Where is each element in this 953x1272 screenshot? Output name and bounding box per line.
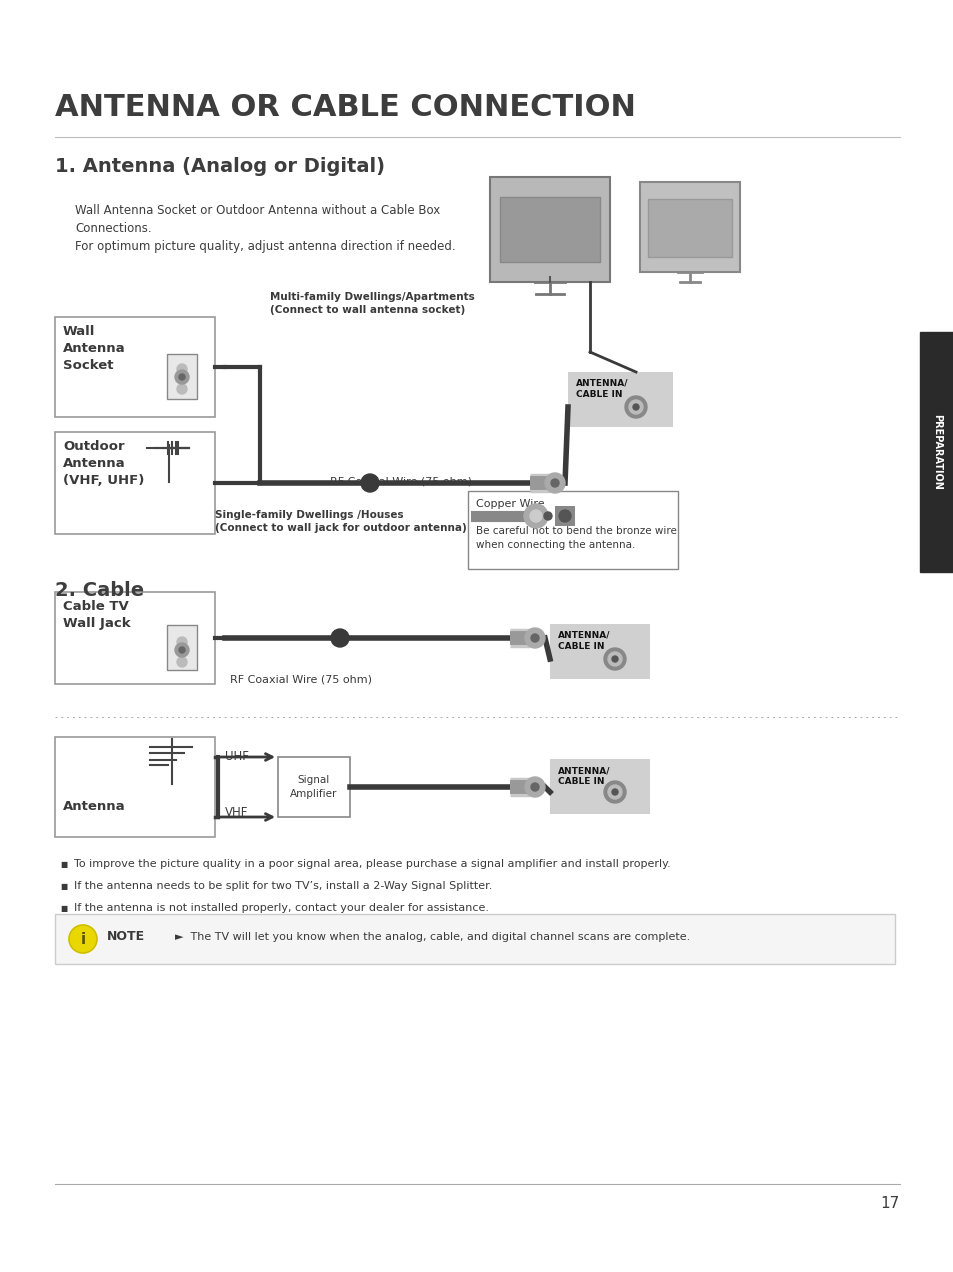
Circle shape [551,480,558,487]
Text: ■: ■ [60,860,67,869]
Circle shape [524,628,544,647]
Circle shape [633,404,639,410]
Circle shape [177,637,187,647]
Text: Signal
Amplifier: Signal Amplifier [290,776,337,799]
Circle shape [543,513,552,520]
Circle shape [523,504,547,528]
Bar [167,354,196,399]
Circle shape [174,370,189,384]
Circle shape [603,781,625,803]
Circle shape [624,396,646,418]
Circle shape [69,925,97,953]
Bar [277,757,350,817]
Text: To improve the picture quality in a poor signal area, please purchase a signal a: To improve the picture quality in a poor… [74,859,670,869]
Text: Antenna: Antenna [63,800,126,814]
Bar [550,625,649,679]
Text: i: i [80,931,86,946]
Bar [55,432,214,534]
Text: RF Coaxial Wire (75 ohm): RF Coaxial Wire (75 ohm) [330,476,472,486]
Bar [55,591,214,684]
Bar [167,625,196,670]
Text: If the antenna needs to be split for two TV’s, install a 2-Way Signal Splitter.: If the antenna needs to be split for two… [74,881,492,890]
Text: 1. Antenna (Analog or Digital): 1. Antenna (Analog or Digital) [55,158,385,177]
Circle shape [524,777,544,798]
Bar [468,491,678,569]
Circle shape [612,656,618,661]
Text: Single-family Dwellings /Houses
(Connect to wall jack for outdoor antenna): Single-family Dwellings /Houses (Connect… [214,510,466,533]
Bar [567,371,672,427]
Bar [647,198,731,257]
Circle shape [177,658,187,667]
Text: NOTE: NOTE [107,931,145,944]
Text: ANTENNA/
CABLE IN: ANTENNA/ CABLE IN [558,766,610,786]
Text: Wall
Antenna
Socket: Wall Antenna Socket [63,326,126,371]
Bar [55,915,894,964]
Text: VHF: VHF [225,805,248,818]
Text: If the antenna is not installed properly, contact your dealer for assistance.: If the antenna is not installed properly… [74,903,489,913]
Text: Multi-family Dwellings/Apartments
(Connect to wall antenna socket): Multi-family Dwellings/Apartments (Conne… [270,293,475,315]
Circle shape [331,628,349,647]
Text: RF Coaxial Wire (75 ohm): RF Coaxial Wire (75 ohm) [230,674,372,684]
Circle shape [544,473,564,494]
Circle shape [174,644,189,658]
Circle shape [607,785,621,799]
Text: 2. Cable: 2. Cable [55,580,144,599]
Bar [499,197,599,262]
Circle shape [177,384,187,394]
Text: ■: ■ [60,903,67,912]
Text: ANTENNA OR CABLE CONNECTION: ANTENNA OR CABLE CONNECTION [55,93,636,122]
Text: ANTENNA/
CABLE IN: ANTENNA/ CABLE IN [558,631,610,651]
Circle shape [177,364,187,374]
Text: Outdoor
Antenna
(VHF, UHF): Outdoor Antenna (VHF, UHF) [63,440,144,487]
Circle shape [531,784,538,791]
Text: UHF: UHF [225,749,249,762]
Text: 17: 17 [880,1197,899,1211]
Text: ►  The TV will let you know when the analog, cable, and digital channel scans ar: ► The TV will let you know when the anal… [174,932,690,943]
Circle shape [612,789,618,795]
Circle shape [179,647,185,653]
Circle shape [531,633,538,642]
Bar [55,736,214,837]
Circle shape [607,653,621,667]
Text: Cable TV
Wall Jack: Cable TV Wall Jack [63,600,131,630]
Bar [550,759,649,814]
Text: Be careful not to bend the bronze wire
when connecting the antenna.: Be careful not to bend the bronze wire w… [476,527,677,550]
Circle shape [628,399,642,413]
Text: PREPARATION: PREPARATION [931,415,941,490]
Text: Wall Antenna Socket or Outdoor Antenna without a Cable Box
Connections.: Wall Antenna Socket or Outdoor Antenna w… [75,204,439,235]
Bar [919,332,953,572]
Bar [55,317,214,417]
Text: ■: ■ [60,881,67,890]
Bar [490,177,609,282]
Bar [639,182,740,272]
Circle shape [603,647,625,670]
Circle shape [179,374,185,380]
Text: Copper Wire: Copper Wire [476,499,544,509]
Text: ANTENNA/
CABLE IN: ANTENNA/ CABLE IN [576,379,628,399]
Circle shape [530,510,541,522]
Bar [555,506,575,527]
Circle shape [558,510,571,522]
Text: For optimum picture quality, adjust antenna direction if needed.: For optimum picture quality, adjust ante… [75,240,456,253]
Circle shape [360,474,378,492]
